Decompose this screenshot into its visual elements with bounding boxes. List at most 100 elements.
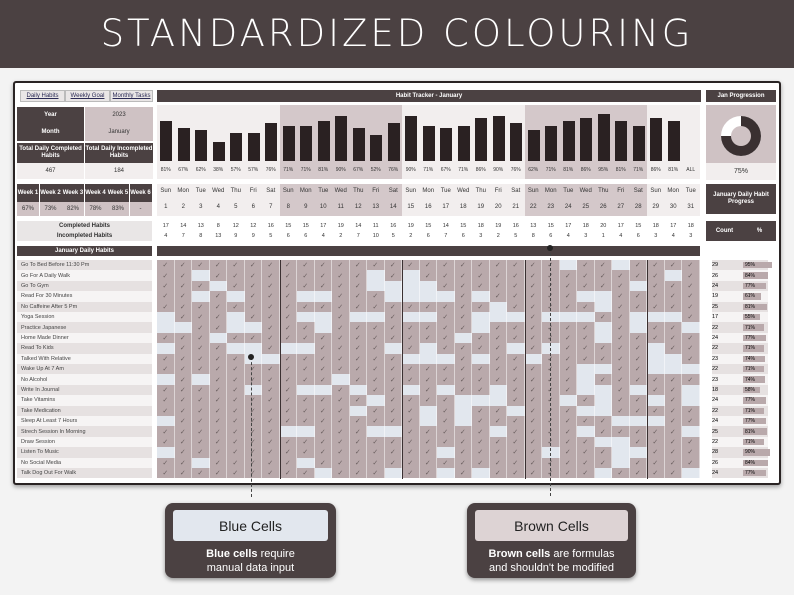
- habit-cell[interactable]: [612, 416, 630, 427]
- habit-cell[interactable]: ✓: [367, 457, 385, 468]
- habit-cell[interactable]: [454, 332, 472, 344]
- habit-cell[interactable]: ✓: [664, 447, 682, 458]
- month-value[interactable]: January: [85, 124, 153, 141]
- habit-cell[interactable]: ✓: [647, 447, 665, 458]
- habit-cell[interactable]: ✓: [192, 343, 210, 354]
- habit-cell[interactable]: ✓: [297, 436, 315, 448]
- habit-cell[interactable]: ✓: [227, 468, 245, 479]
- habit-cell[interactable]: ✓: [437, 322, 455, 333]
- habit-cell[interactable]: ✓: [559, 364, 577, 375]
- habit-cell[interactable]: ✓: [402, 332, 420, 344]
- habit-cell[interactable]: [297, 384, 315, 396]
- habit-cell[interactable]: ✓: [419, 426, 437, 437]
- habit-cell[interactable]: [384, 426, 402, 437]
- habit-cell[interactable]: ✓: [227, 332, 245, 344]
- habit-cell[interactable]: ✓: [682, 260, 700, 271]
- habit-cell[interactable]: ✓: [489, 353, 507, 364]
- habit-cell[interactable]: ✓: [279, 353, 297, 364]
- habit-cell[interactable]: ✓: [209, 384, 227, 396]
- habit-cell[interactable]: ✓: [262, 374, 280, 385]
- habit-cell[interactable]: ✓: [594, 280, 612, 292]
- habit-cell[interactable]: ✓: [472, 332, 490, 344]
- habit-cell[interactable]: ✓: [297, 322, 315, 333]
- habit-cell[interactable]: ✓: [367, 343, 385, 354]
- habit-cell[interactable]: ✓: [437, 280, 455, 292]
- habit-cell[interactable]: ✓: [612, 280, 630, 292]
- habit-cell[interactable]: ✓: [612, 312, 630, 323]
- habit-cell[interactable]: ✓: [472, 405, 490, 416]
- habit-cell[interactable]: ✓: [174, 312, 192, 323]
- habit-cell[interactable]: ✓: [297, 301, 315, 312]
- habit-cell[interactable]: ✓: [559, 270, 577, 281]
- habit-cell[interactable]: ✓: [227, 301, 245, 312]
- habit-cell[interactable]: ✓: [384, 436, 402, 448]
- habit-cell[interactable]: ✓: [419, 322, 437, 333]
- habit-cell[interactable]: ✓: [174, 353, 192, 364]
- habit-cell[interactable]: ✓: [314, 280, 332, 292]
- habit-cell[interactable]: [279, 426, 297, 437]
- habit-cell[interactable]: ✓: [507, 416, 525, 427]
- habit-cell[interactable]: [367, 270, 385, 281]
- habit-cell[interactable]: [647, 416, 665, 427]
- habit-cell[interactable]: ✓: [349, 468, 367, 479]
- habit-cell[interactable]: ✓: [664, 416, 682, 427]
- habit-cell[interactable]: ✓: [577, 447, 595, 458]
- habit-cell[interactable]: ✓: [507, 291, 525, 302]
- habit-cell[interactable]: ✓: [489, 322, 507, 333]
- habit-cell[interactable]: ✓: [419, 457, 437, 468]
- habit-cell[interactable]: ✓: [192, 426, 210, 437]
- habit-cell[interactable]: ✓: [664, 395, 682, 406]
- habit-cell[interactable]: ✓: [314, 364, 332, 375]
- habit-cell[interactable]: ✓: [629, 353, 647, 364]
- habit-cell[interactable]: ✓: [227, 260, 245, 271]
- habit-cell[interactable]: ✓: [227, 353, 245, 364]
- habit-cell[interactable]: ✓: [262, 384, 280, 396]
- habit-cell[interactable]: ✓: [629, 426, 647, 437]
- habit-cell[interactable]: ✓: [507, 457, 525, 468]
- habit-cell[interactable]: ✓: [629, 291, 647, 302]
- habit-cell[interactable]: ✓: [437, 405, 455, 416]
- habit-cell[interactable]: ✓: [419, 468, 437, 479]
- habit-cell[interactable]: [559, 260, 577, 271]
- habit-cell[interactable]: ✓: [612, 468, 630, 479]
- habit-cell[interactable]: ✓: [507, 353, 525, 364]
- habit-cell[interactable]: ✓: [507, 374, 525, 385]
- habit-cell[interactable]: [384, 468, 402, 479]
- habit-cell[interactable]: ✓: [174, 395, 192, 406]
- habit-cell[interactable]: ✓: [682, 270, 700, 281]
- habit-cell[interactable]: ✓: [472, 457, 490, 468]
- habit-cell[interactable]: ✓: [664, 374, 682, 385]
- habit-cell[interactable]: ✓: [244, 291, 262, 302]
- habit-cell[interactable]: ✓: [262, 436, 280, 448]
- habit-cell[interactable]: ✓: [402, 343, 420, 354]
- habit-cell[interactable]: [472, 322, 490, 333]
- habit-cell[interactable]: ✓: [437, 364, 455, 375]
- habit-cell[interactable]: ✓: [559, 291, 577, 302]
- habit-cell[interactable]: ✓: [279, 468, 297, 479]
- habit-cell[interactable]: ✓: [454, 301, 472, 312]
- habit-cell[interactable]: ✓: [279, 447, 297, 458]
- habit-cell[interactable]: ✓: [227, 395, 245, 406]
- habit-cell[interactable]: ✓: [454, 374, 472, 385]
- habit-cell[interactable]: ✓: [419, 270, 437, 281]
- habit-cell[interactable]: ✓: [647, 332, 665, 344]
- habit-cell[interactable]: ✓: [297, 270, 315, 281]
- habit-cell[interactable]: ✓: [227, 280, 245, 292]
- habit-cell[interactable]: [612, 457, 630, 468]
- habit-cell[interactable]: [314, 312, 332, 323]
- habit-cell[interactable]: ✓: [349, 457, 367, 468]
- habit-cell[interactable]: ✓: [402, 457, 420, 468]
- habit-cell[interactable]: ✓: [174, 270, 192, 281]
- habit-cell[interactable]: [192, 270, 210, 281]
- habit-cell[interactable]: ✓: [629, 332, 647, 344]
- habit-cell[interactable]: ✓: [507, 364, 525, 375]
- habit-cell[interactable]: [577, 405, 595, 416]
- habit-cell[interactable]: ✓: [279, 457, 297, 468]
- habit-cell[interactable]: ✓: [682, 447, 700, 458]
- habit-cell[interactable]: ✓: [682, 457, 700, 468]
- habit-cell[interactable]: ✓: [209, 322, 227, 333]
- habit-cell[interactable]: ✓: [594, 447, 612, 458]
- habit-cell[interactable]: ✓: [559, 332, 577, 344]
- habit-cell[interactable]: ✓: [244, 436, 262, 448]
- habit-cell[interactable]: ✓: [647, 301, 665, 312]
